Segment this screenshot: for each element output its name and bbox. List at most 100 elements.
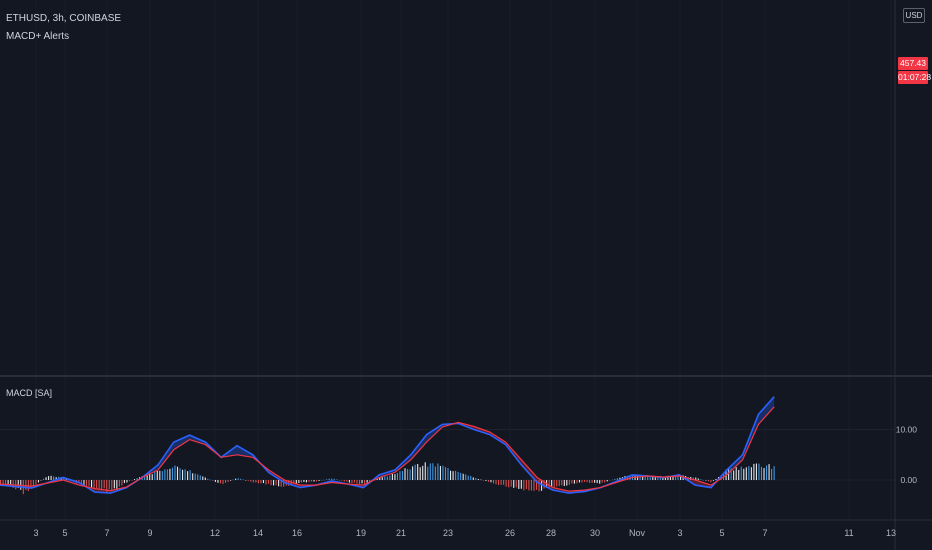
macd-histogram-bar <box>12 480 14 488</box>
macd-histogram-bar <box>336 479 338 480</box>
macd-histogram-bar <box>17 480 19 489</box>
macd-histogram-bar <box>578 480 581 483</box>
macd-histogram-bar <box>404 468 406 480</box>
macd-histogram-bar <box>328 478 330 480</box>
macd-histogram-bar <box>677 474 679 480</box>
macd-histogram-bar <box>745 467 747 480</box>
macd-histogram-bar <box>176 466 179 480</box>
macd-histogram-bar <box>10 480 12 487</box>
macd-histogram-bar <box>121 480 123 486</box>
macd-histogram-bar <box>40 480 42 481</box>
macd-histogram-bar <box>510 480 512 487</box>
macd-cloud-segment <box>726 454 743 475</box>
macd-histogram-bar <box>128 480 131 481</box>
macd-histogram-bar <box>422 465 424 480</box>
macd-histogram-bar <box>348 480 350 483</box>
macd-histogram-bar <box>551 480 553 488</box>
macd-histogram-bar <box>37 480 40 483</box>
macd-histogram-bar <box>144 474 146 480</box>
macd-histogram-bar <box>96 480 98 489</box>
macd-histogram-bar <box>2 480 4 486</box>
macd-axis: 0.00 10.00 <box>896 425 918 486</box>
macd-histogram-bar <box>65 479 67 480</box>
macd-histogram-bar <box>91 480 93 488</box>
macd-histogram-bar <box>424 462 426 480</box>
macd-histogram-bar <box>669 476 672 480</box>
macd-histogram-bar <box>313 480 315 482</box>
macd-histogram-bar <box>609 480 611 481</box>
macd-histogram-bar <box>93 480 95 490</box>
macd-histogram-bar <box>305 480 307 483</box>
macd-histogram-bar <box>273 480 275 486</box>
time-tick-label: 11 <box>844 528 853 538</box>
time-tick-label: 19 <box>356 528 366 538</box>
macd-histogram-bar <box>295 480 297 485</box>
currency-button[interactable]: USD <box>903 8 925 23</box>
macd-histogram-bar <box>298 480 300 483</box>
macd-histogram-bar <box>204 477 206 480</box>
macd-histogram-bar <box>449 470 452 480</box>
macd-histogram-bar <box>649 475 651 480</box>
macd-histogram-bar <box>366 480 368 483</box>
macd-histogram-bar <box>386 476 388 480</box>
time-tick-label: 16 <box>292 528 302 538</box>
macd-histogram-bar <box>728 468 730 480</box>
macd-histogram-bar <box>586 480 588 483</box>
macd-histogram-bar <box>361 480 363 484</box>
time-tick-label: 12 <box>210 528 220 538</box>
macd-histogram-bar <box>80 480 82 485</box>
macd-histogram-bar <box>589 480 591 483</box>
macd-histogram-bar <box>452 471 454 480</box>
macd-histogram-bar <box>571 480 573 484</box>
macd-histogram-bar <box>765 465 768 480</box>
macd-histogram-bar <box>407 469 409 480</box>
macd-histogram-bar <box>242 479 244 480</box>
macd-histogram-bar <box>338 479 340 481</box>
macd-histogram-bar <box>457 472 459 480</box>
macd-histogram-bar <box>712 480 714 481</box>
macd-histogram-bar <box>447 468 449 480</box>
macd-histogram-bar <box>429 463 431 480</box>
macd-histogram-bar <box>154 472 156 480</box>
macd-histogram-bar <box>364 480 366 485</box>
macd-histogram-bar <box>773 466 775 480</box>
macd-histogram-bar <box>288 480 290 486</box>
macd-histogram-bar <box>321 480 323 481</box>
macd-histogram-bar <box>733 470 735 480</box>
macd-tick-label: 10.00 <box>896 425 918 435</box>
macd-histogram-bar <box>131 480 133 481</box>
macd-histogram-bar <box>270 480 272 486</box>
macd-histogram-bar <box>98 480 100 490</box>
macd-histogram-bar <box>492 480 495 484</box>
macd-histogram-bar <box>753 463 755 480</box>
macd-histogram-bar <box>710 480 712 483</box>
indicator-title: MACD+ Alerts <box>6 31 70 42</box>
last-price-tag: 457.43 <box>898 57 928 70</box>
macd-histogram-bar <box>169 468 171 480</box>
macd-histogram-bar <box>596 480 598 484</box>
macd-histogram-bar <box>556 480 558 487</box>
macd-histogram-bar <box>214 480 216 482</box>
time-axis: 3 5 7 9 12 14 16 19 21 23 26 28 30 Nov 3 5 7 11 13 <box>33 528 896 538</box>
macd-histogram-bar <box>472 477 474 480</box>
macd-histogram-bar <box>535 480 538 490</box>
macd-title: MACD [SA] <box>6 388 53 398</box>
macd-histogram-bar <box>278 480 280 487</box>
macd-histogram-bar <box>326 479 328 480</box>
macd-histogram-bar <box>174 465 176 480</box>
macd-histogram-bar <box>427 466 429 480</box>
macd-histogram-bar <box>528 480 530 491</box>
macd-histogram-bar <box>520 480 522 489</box>
macd-histogram-bar <box>667 475 669 480</box>
macd-histogram-bar <box>566 480 568 486</box>
macd-histogram-bar <box>601 480 603 483</box>
macd-histogram-bar <box>369 480 371 483</box>
macd-histogram-bar <box>30 480 32 489</box>
macd-histogram-bar <box>760 466 763 480</box>
macd-histogram-bar <box>207 478 209 480</box>
macd-histogram-bar <box>442 465 444 480</box>
macd-histogram-bar <box>738 469 740 480</box>
macd-histogram-bar <box>748 466 750 480</box>
